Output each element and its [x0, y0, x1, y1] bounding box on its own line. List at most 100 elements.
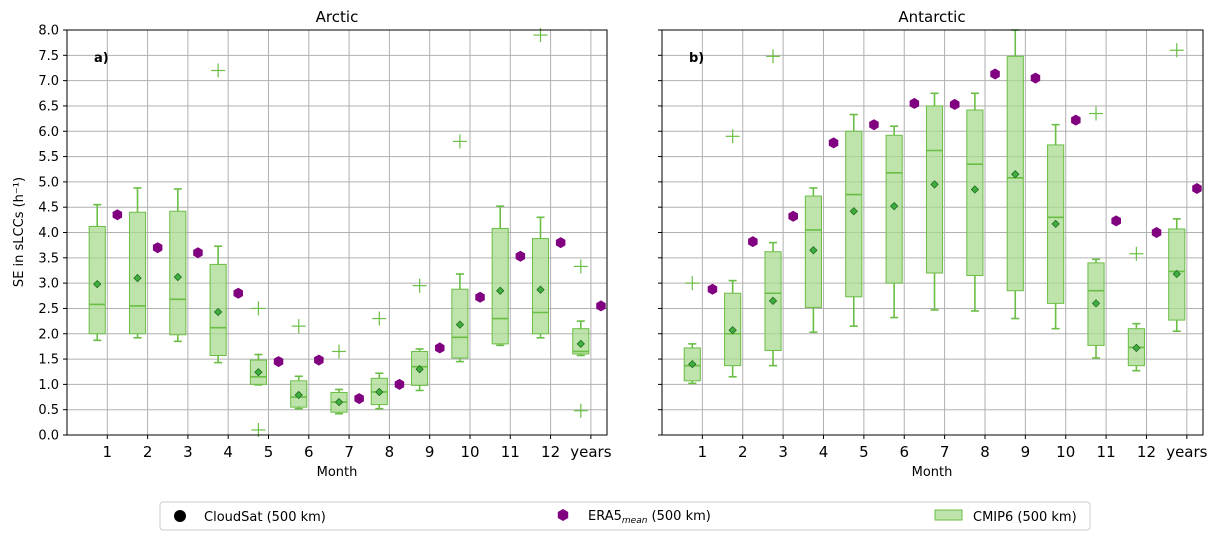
- legend-cmip6-label: CMIP6 (500 km): [973, 510, 1077, 525]
- cmip6-mean-marker: [455, 320, 465, 329]
- cmip6-mean-marker: [496, 286, 505, 295]
- y-tick-label: 3.5: [38, 251, 59, 266]
- x-tick-label: 1: [103, 443, 113, 461]
- cmip6-box: [1127, 246, 1145, 372]
- y-tick-label: 6.0: [38, 125, 59, 140]
- cmip6-iqr-box: [491, 227, 509, 345]
- era5-marker: [748, 236, 758, 248]
- legend-era5-subscript: mean: [622, 516, 648, 526]
- cmip6-box: [966, 92, 984, 312]
- era5-marker: [1111, 215, 1121, 227]
- legend: CloudSat (500 km) ERA5mean (500 km) CMIP…: [159, 501, 1091, 531]
- cmip6-mean-marker: [415, 365, 424, 374]
- cmip6-box: [249, 301, 267, 437]
- x-tick-label: 10: [460, 443, 479, 461]
- x-tick-label: 3: [778, 443, 788, 461]
- era5-marker: [273, 356, 284, 368]
- cmip6-box: [330, 344, 348, 415]
- chart-title-arctic: Arctic: [316, 8, 359, 26]
- legend-cmip6-marker: [934, 509, 963, 521]
- cmip6-mean-marker: [1051, 219, 1060, 229]
- cmip6-mean-marker: [536, 285, 545, 294]
- era5-marker: [475, 291, 485, 303]
- yticks-arctic: 0.0 0.5 1.0 1.5 2.0 2.5 3.0 3.5 4.0 4.5 5.0 5.5 6.0 6…: [38, 24, 67, 444]
- legend-era5-label: ERA5mean (500 km): [588, 509, 711, 526]
- cmip6-mean-marker: [173, 272, 182, 282]
- y-tick-label: 7.5: [38, 49, 59, 64]
- cmip6-mean-marker: [688, 359, 697, 369]
- era5-marker: [193, 247, 203, 259]
- era5-marker: [435, 342, 445, 354]
- cmip6-mean-marker: [970, 185, 980, 194]
- cmip6-mean-marker: [1091, 299, 1101, 308]
- cmip6-box: [925, 92, 944, 311]
- era5-marker: [596, 300, 606, 312]
- legend-frame: [159, 501, 1091, 531]
- x-tick-label: 1: [698, 443, 708, 461]
- cmip6-box: [531, 28, 550, 339]
- era5-marker: [555, 237, 566, 249]
- era5-marker: [1151, 227, 1162, 238]
- x-tick-label: years: [570, 443, 611, 461]
- cmip6-box: [572, 259, 590, 418]
- cmip6-mean-marker: [1011, 170, 1020, 179]
- x-tick-label: 2: [738, 443, 748, 461]
- cmip6-mean-marker: [576, 339, 585, 349]
- cmip6-box: [209, 63, 227, 364]
- era5-marker: [394, 378, 405, 390]
- cmip6-box: [451, 134, 469, 363]
- cmip6-box: [88, 203, 106, 342]
- y-tick-label: 1.0: [38, 378, 59, 393]
- cmip6-mean-marker: [889, 202, 899, 211]
- y-tick-label: 6.5: [38, 99, 59, 114]
- cmip6-box: [1006, 29, 1024, 320]
- legend-era5-tail: (500 km): [647, 509, 710, 524]
- cmip6-mean-marker: [213, 307, 223, 317]
- cmip6-mean-marker: [930, 180, 939, 189]
- era5-marker: [233, 287, 243, 299]
- legend-era5-base: ERA5: [588, 509, 622, 524]
- cmip6-mean-marker: [133, 273, 142, 283]
- x-tick-label: 9: [1021, 443, 1031, 461]
- cmip6-mean-marker: [1132, 343, 1141, 353]
- x-tick-label: 10: [1056, 443, 1075, 461]
- era5-marker: [949, 98, 960, 110]
- y-tick-label: 2.5: [38, 302, 59, 317]
- cmip6-box: [370, 311, 388, 410]
- cmip6-box: [764, 49, 782, 367]
- x-tick-label: 3: [183, 443, 193, 461]
- panel-antarctic: 1 2 3 4 5 6 7 8 9 10 11 12 years Antarctic b) Month: [658, 8, 1208, 480]
- cmip6-mean-marker: [294, 390, 303, 400]
- cmip6-mean-marker: [334, 397, 344, 407]
- x-tick-label: 4: [819, 443, 829, 461]
- panel-label-b: b): [689, 51, 704, 66]
- y-tick-label: 0.0: [38, 429, 59, 444]
- legend-era5-marker: [557, 509, 569, 521]
- cmip6-mean-marker: [728, 326, 737, 335]
- x-tick-label: 9: [425, 443, 435, 461]
- x-tick-label: 6: [304, 443, 314, 461]
- cmip6-iqr-box: [128, 211, 147, 335]
- x-tick-label: years: [1166, 443, 1207, 461]
- cmip6-mean-marker: [254, 368, 263, 377]
- era5-marker: [869, 119, 879, 131]
- y-tick-label: 5.0: [38, 175, 59, 190]
- y-tick-label: 1.5: [38, 353, 59, 368]
- y-tick-label: 4.5: [38, 201, 59, 216]
- y-axis-label: SE in sLCCs (h⁻¹): [12, 177, 27, 287]
- xticks-antarctic: 1 2 3 4 5 6 7 8 9 10 11 12 years: [698, 435, 1208, 461]
- era5-marker: [707, 283, 718, 295]
- y-tick-label: 5.5: [38, 150, 59, 165]
- x-tick-label: 4: [223, 443, 233, 461]
- era5-marker: [990, 68, 1000, 80]
- x-tick-label: 8: [385, 443, 395, 461]
- x-tick-label: 8: [980, 443, 990, 461]
- cmip6-iqr-box: [925, 105, 944, 274]
- x-tick-label: 12: [1137, 443, 1156, 461]
- y-tick-label: 2.0: [38, 327, 59, 342]
- x-tick-label: 7: [344, 443, 354, 461]
- cmip6-mean-marker: [93, 279, 102, 289]
- x-axis-label-arctic: Month: [317, 465, 358, 480]
- x-tick-label: 2: [143, 443, 153, 461]
